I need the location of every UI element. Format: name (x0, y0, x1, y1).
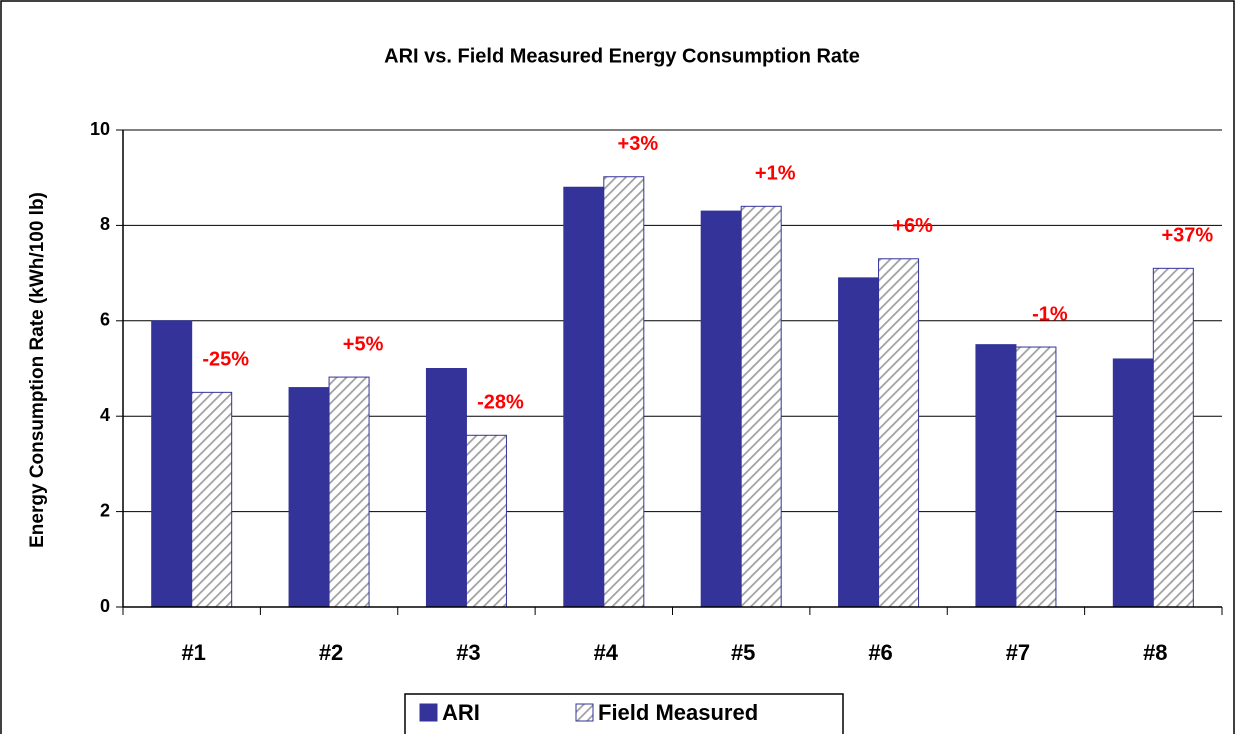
y-tick-label: 0 (100, 596, 110, 616)
bar (740, 205, 782, 608)
chart-title: ARI vs. Field Measured Energy Consumptio… (384, 45, 860, 67)
bar (878, 258, 920, 608)
legend-label: ARI (442, 700, 480, 725)
bar (1015, 346, 1057, 608)
annotation: -25% (202, 349, 249, 371)
legend-box (404, 693, 844, 734)
y-tick-label: 2 (100, 500, 110, 520)
y-tick-label: 10 (90, 119, 110, 139)
x-tick-label: #6 (868, 640, 892, 665)
x-tick-label: #4 (594, 640, 619, 665)
bar (425, 368, 467, 608)
x-tick-label: #5 (731, 640, 755, 665)
bar (1112, 358, 1154, 608)
bar (465, 434, 507, 608)
annotation: +6% (892, 215, 933, 237)
annotation: +37% (1161, 225, 1213, 247)
y-tick-label: 4 (100, 405, 110, 425)
x-tick-label: #2 (319, 640, 343, 665)
bar (603, 176, 645, 608)
bar (288, 387, 330, 608)
annotation: -1% (1032, 303, 1068, 325)
bar (328, 376, 370, 608)
annotation: -28% (477, 392, 524, 414)
annotation: +1% (755, 163, 796, 185)
annotation: +5% (343, 333, 384, 355)
x-tick-label: #7 (1006, 640, 1030, 665)
bar (975, 344, 1017, 608)
legend-swatch (419, 703, 438, 722)
annotation: +3% (618, 133, 659, 155)
legend-label: Field Measured (598, 700, 758, 725)
bar (563, 186, 605, 608)
y-tick-label: 6 (100, 310, 110, 330)
legend-swatch (575, 703, 594, 722)
bar (151, 320, 193, 608)
x-tick-label: #3 (456, 640, 480, 665)
bar (838, 277, 880, 608)
bar (191, 391, 233, 608)
bar (1152, 267, 1194, 608)
x-tick-label: #8 (1143, 640, 1167, 665)
y-tick-label: 8 (100, 214, 110, 234)
x-tick-label: #1 (181, 640, 205, 665)
bar (700, 210, 742, 608)
y-axis-label: Energy Consumption Rate (kWh/100 lb) (27, 192, 48, 548)
